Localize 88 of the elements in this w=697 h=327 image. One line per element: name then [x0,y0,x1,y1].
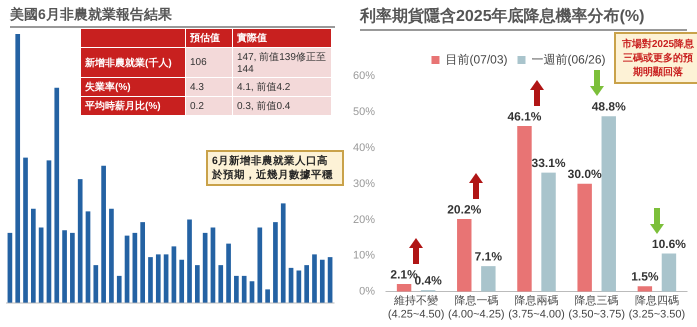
bar [312,254,317,303]
bar [23,158,28,303]
bar [30,208,36,303]
bar [457,219,472,292]
bar [396,284,412,292]
x-tick-label: 維持不變 (4.25~4.50) [388,294,444,320]
bar [187,219,192,303]
bar [226,244,231,303]
annotation: 失業率(%) [80,78,186,96]
bar [577,184,592,292]
data-label: 33.1% [532,156,566,170]
legend-label: 目前(07/03) [445,52,508,66]
annotation: 0.3, 前值0.4 [232,96,332,116]
bar [638,286,652,292]
bar [54,88,60,303]
bar [38,228,44,303]
bar [304,265,310,303]
data-label: 46.1% [507,109,542,124]
bar [194,265,200,303]
bar [148,257,153,303]
legend-label: 一週前(06/26) [532,52,606,66]
bar [62,230,67,303]
bar [320,260,325,303]
bar [101,166,106,303]
bar [46,160,52,303]
bar [172,246,176,303]
y-tick-label: 0% [359,286,376,298]
data-label: 1.5% [631,270,659,284]
bar [8,232,12,303]
bar [257,228,262,303]
annotation: 106 [186,48,232,78]
bar [70,232,75,303]
annotation: 147, 前值139修正至144 [232,48,332,78]
y-tick-label: 60% [352,70,376,82]
bar [234,276,239,303]
x-tick-label: 降息四碼 (3.25~3.50) [628,294,686,320]
bar [288,268,294,303]
x-tick-label: 降息兩碼 (3.75~4.00) [508,294,565,320]
annotation: 6月新增非農就業人口高於預期，近幾月數據平穩 [206,150,344,186]
x-tick-label: 降息一碼 (4.00~4.25) [448,294,505,320]
bar [541,172,556,292]
bar [78,179,83,303]
annotation: 新增非農就業(千人) [80,48,186,78]
bar [93,265,98,303]
data-label: 48.8% [592,100,626,114]
bar [280,203,286,303]
bar [328,257,332,303]
y-tick-label: 50% [352,106,376,118]
bar [116,276,122,303]
annotation: 實際值 [232,28,332,48]
bar [242,276,247,303]
bar [164,254,168,303]
bar [210,228,216,303]
bar [202,232,208,303]
annotation: 平均時薪月比(%) [80,96,186,116]
chart-title: 美國6月非農就業報告結果 [10,6,335,28]
bar [250,281,254,303]
bar [265,289,270,303]
annotation: 4.1, 前值4.2 [232,78,332,96]
bar [273,222,278,303]
y-tick-label: 40% [352,142,376,154]
data-label: 7.1% [474,249,502,264]
bar [218,265,224,303]
y-tick-label: 30% [352,178,376,190]
bar [140,222,146,303]
bar [156,254,161,303]
data-label: 20.2% [447,202,482,216]
data-label: 10.6% [652,236,686,251]
bar [15,34,20,303]
data-label: 30.0% [568,167,602,182]
y-tick-label: 10% [352,250,376,262]
annotation: 4.3 [186,78,232,96]
bar [86,211,90,303]
bar [296,270,302,303]
y-tick-label: 20% [352,214,376,226]
annotation: 預估值 [186,28,232,48]
bar [517,126,532,292]
bar [132,232,138,303]
annotation: 0.2 [186,96,232,116]
bar [179,260,184,303]
bar [602,116,616,292]
x-tick-label: 降息三碼 (3.50~3.75) [568,294,625,320]
annotation: 市場對2025降息三碼或更多的預期明顯回落 [614,32,697,84]
bar [124,236,130,303]
bar [662,254,676,292]
chart-title: 利率期貨隱含2025年底降息機率分布(%) [360,6,687,31]
bar [481,266,496,292]
bar [109,208,114,303]
